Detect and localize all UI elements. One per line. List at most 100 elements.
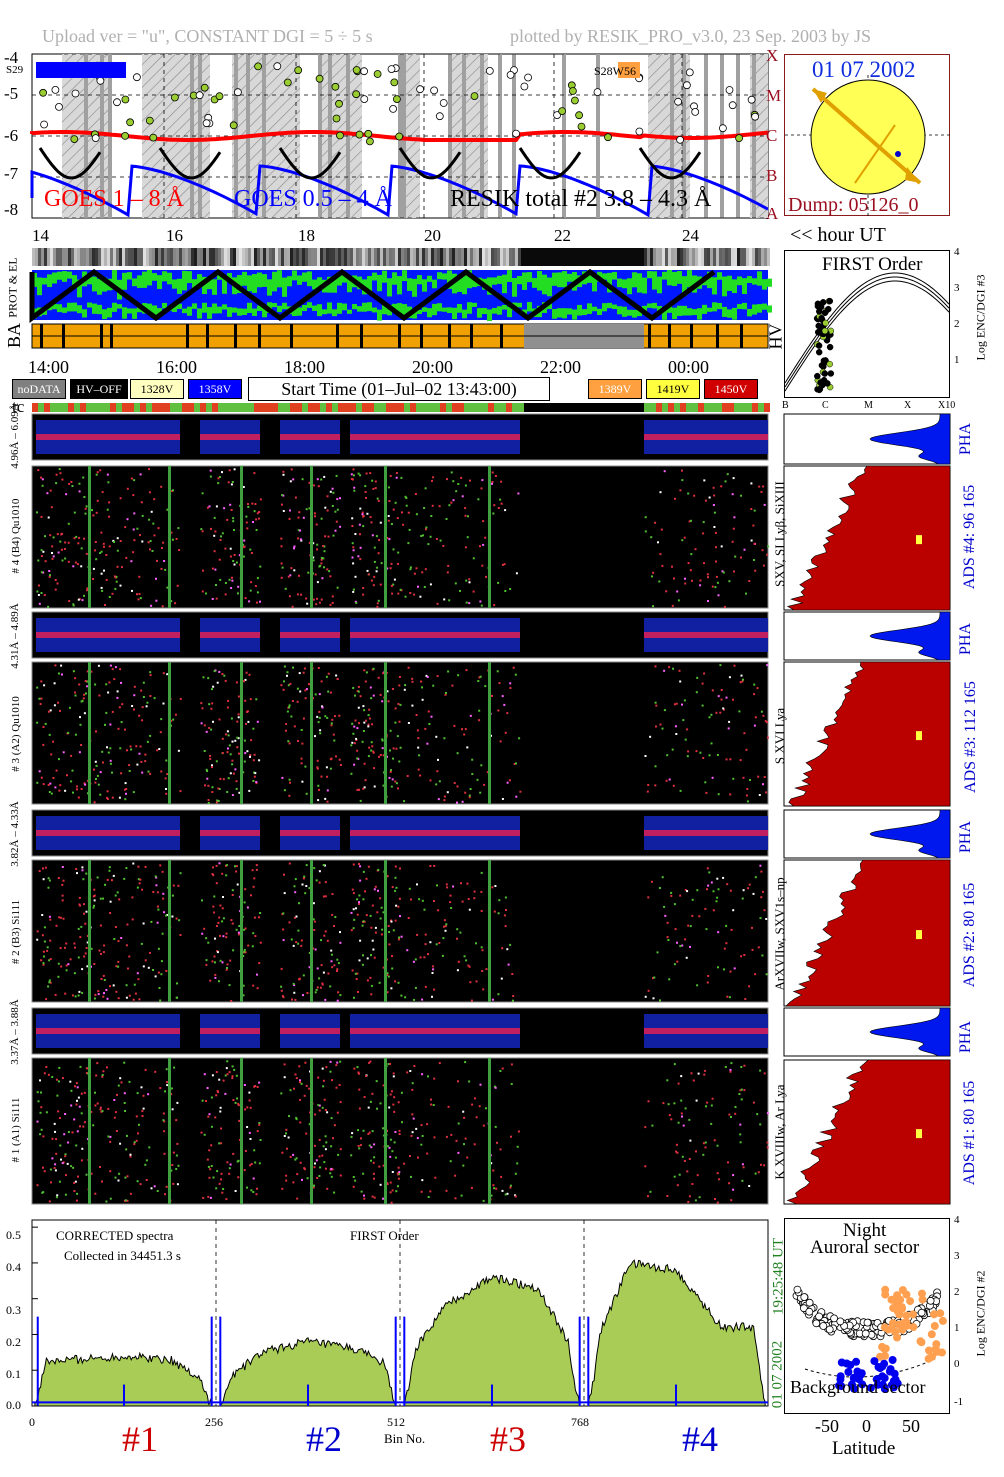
- spectrogram-pixel: [492, 1169, 495, 1172]
- spectrogram-pixel: [118, 796, 121, 799]
- spectrogram-pixel: [106, 997, 109, 1000]
- spectrogram-pixel: [323, 934, 326, 937]
- pe-strip-cell: [74, 248, 77, 266]
- spectrogram-pixel: [397, 938, 400, 941]
- spectrogram-pixel: [72, 670, 75, 673]
- prot-green: [432, 303, 437, 316]
- spectrogram-pixel: [722, 876, 725, 879]
- prot-green: [127, 308, 132, 314]
- spectrogram-pixel: [646, 790, 649, 793]
- spectrogram-pixel: [684, 582, 687, 585]
- spectrogram-pixel: [119, 584, 122, 587]
- spectrogram-pixel: [382, 672, 385, 675]
- spectrogram-pixel: [320, 939, 322, 942]
- spectrogram-pixel: [652, 605, 654, 608]
- tc-cell: [416, 403, 422, 412]
- spectrogram-pixel: [299, 1098, 302, 1101]
- spectrogram-pixel: [216, 951, 219, 954]
- spectrogram-pixel: [353, 996, 355, 999]
- prot-green: [502, 304, 507, 310]
- fo-point: [820, 357, 828, 364]
- spectrogram-pixel: [688, 1158, 691, 1160]
- spectrogram-pixel: [703, 672, 706, 675]
- spectrogram-pixel: [248, 789, 251, 792]
- spectrogram-pixel: [301, 780, 304, 783]
- spectrogram-pixel: [482, 1199, 485, 1202]
- spectrogram-pixel: [314, 991, 317, 994]
- spectrogram-pixel: [283, 680, 285, 683]
- spectrogram-pixel: [362, 870, 365, 873]
- spectrogram-pixel: [214, 1116, 217, 1119]
- spectrogram-pixel: [70, 480, 73, 483]
- spectrogram-pixel: [668, 978, 671, 981]
- spectrogram-pixel: [93, 904, 95, 907]
- pe-strip-cell: [659, 248, 662, 266]
- prot-green: [507, 306, 512, 318]
- goes-ytick-5: -8: [4, 200, 19, 219]
- spectrogram-pixel: [480, 871, 483, 874]
- spectrogram-pixel: [684, 577, 686, 580]
- prot-green: [647, 271, 652, 279]
- lat-point-background: [888, 1356, 897, 1364]
- spectrogram-pixel: [155, 884, 158, 887]
- spectrogram-pixel: [166, 673, 169, 676]
- pe-strip-cell: [188, 248, 191, 266]
- prot-green: [617, 306, 622, 315]
- spectrogram-pixel: [453, 724, 456, 727]
- spectrogram-pixel: [760, 490, 763, 493]
- pe-strip-cell: [386, 248, 389, 266]
- spectrogram-pixel: [725, 924, 728, 927]
- spectrogram-pixel: [392, 583, 395, 586]
- spectrogram-pixel: [82, 476, 85, 479]
- spectrogram-pixel: [766, 1141, 769, 1144]
- pe-strip-cell: [173, 248, 176, 266]
- spectrogram-pixel: [431, 965, 434, 968]
- spectrogram-pixel: [738, 710, 741, 713]
- spectrogram-pixel: [125, 792, 127, 795]
- tc-cell: [272, 403, 278, 412]
- spectrogram-pixel: [729, 889, 732, 892]
- prot-green: [372, 307, 377, 313]
- spectrogram-pixel: [297, 929, 300, 932]
- spectrogram-pixel: [701, 704, 704, 707]
- spectrogram-pixel: [313, 1184, 315, 1187]
- spectrogram-pixel: [258, 759, 261, 762]
- spectrogram-pixel: [117, 1084, 120, 1087]
- spectrogram-pixel: [326, 568, 329, 571]
- spectrogram-pixel: [455, 1139, 458, 1142]
- resik-point: [113, 98, 121, 107]
- spectrogram-pixel: [308, 541, 311, 544]
- prot-green: [587, 303, 592, 314]
- spectrogram-pixel: [94, 1091, 96, 1094]
- prot-green: [462, 274, 467, 295]
- spectrogram-pixel: [753, 724, 756, 727]
- spectrogram-pixel: [158, 748, 161, 750]
- spectrogram-pixel: [336, 958, 339, 961]
- spectrogram-pixel: [291, 605, 294, 608]
- spectrogram-pixel: [401, 1121, 403, 1124]
- spectrogram-pixel: [131, 918, 134, 921]
- spectrogram-pixel: [327, 672, 330, 675]
- spectrogram-pixel: [681, 1155, 684, 1158]
- spectrogram-pixel: [324, 535, 327, 538]
- spectrogram-pixel: [407, 511, 410, 514]
- spectrogram-pixel: [72, 565, 75, 568]
- spectrogram-pixel: [112, 984, 115, 987]
- prot-green: [42, 277, 47, 285]
- spectrogram-pixel: [433, 1136, 436, 1139]
- spectrogram-pixel: [115, 575, 118, 578]
- spectrogram-pixel: [300, 1082, 303, 1085]
- spectrogram-pixel: [493, 910, 496, 913]
- pe-strip-cell: [692, 248, 695, 266]
- prot-green: [432, 279, 437, 289]
- spectrogram-pixel: [423, 956, 426, 959]
- spectrogram-pixel: [675, 1143, 678, 1146]
- pe-strip-cell: [767, 248, 770, 266]
- spectrogram-pixel: [124, 1176, 127, 1179]
- tc-cell: [320, 403, 326, 412]
- tc-cell: [626, 403, 632, 412]
- spectrogram-pixel: [336, 1111, 339, 1114]
- spectrogram-pixel: [106, 508, 109, 511]
- pe-strip-cell: [479, 248, 482, 266]
- spectrogram-pixel: [377, 889, 379, 892]
